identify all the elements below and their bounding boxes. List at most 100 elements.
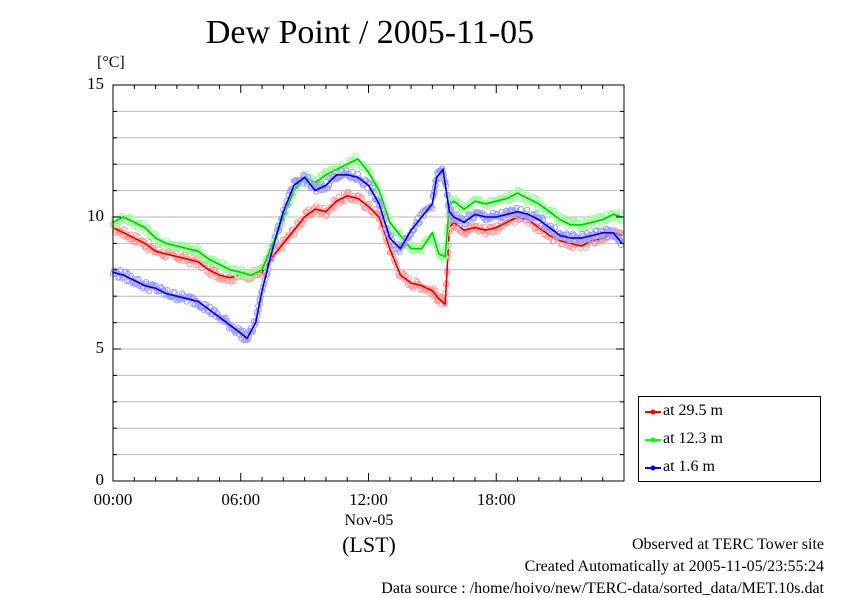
x-tick-label: 06:00: [221, 490, 261, 509]
data-point: [586, 236, 594, 244]
plot-frame: [112, 84, 625, 482]
data-point: [601, 233, 608, 240]
data-point: [142, 229, 150, 236]
data-point: [515, 186, 522, 193]
series-2: [109, 165, 625, 344]
data-point: [162, 254, 169, 261]
data-point: [150, 242, 157, 250]
footer-site: Observed at TERC Tower site: [631, 536, 824, 553]
data-point: [535, 196, 542, 203]
grid-lines: [113, 110, 624, 456]
data-point: [286, 232, 293, 240]
data-point: [341, 197, 349, 204]
legend-swatch-blue: [645, 465, 661, 471]
data-point: [121, 226, 128, 233]
data-point: [396, 248, 403, 255]
data-point: [135, 275, 142, 283]
data-point: [599, 212, 606, 219]
y-tick-label: 5: [95, 338, 105, 357]
legend-item-12-3m: at 12.3 m: [639, 428, 819, 450]
chart-title: Dew Point / 2005-11-05: [205, 14, 535, 51]
data-point: [366, 200, 373, 207]
data-point: [517, 205, 524, 213]
data-point: [576, 225, 583, 232]
data-point: [238, 265, 245, 272]
legend-swatch-red: [645, 409, 661, 415]
data-point: [304, 173, 311, 180]
data-point: [184, 249, 191, 256]
y-tick-label: 15: [87, 74, 104, 93]
data-point: [583, 216, 590, 223]
data-point: [140, 219, 147, 226]
data-point: [524, 206, 531, 213]
data-point: [513, 204, 520, 211]
legend-label: at 29.5 m: [663, 402, 723, 419]
data-point: [332, 169, 339, 176]
data-point: [397, 227, 404, 235]
data-point: [373, 196, 381, 204]
y-axis-unit: [°C]: [97, 54, 125, 71]
data-point: [554, 211, 562, 218]
series-line: [112, 157, 623, 276]
data-point: [463, 221, 470, 228]
data-point: [491, 229, 498, 236]
legend-item-29-5m: at 29.5 m: [639, 400, 819, 422]
y-tick-label: 0: [95, 470, 105, 489]
series-layer: [109, 153, 625, 344]
data-point: [551, 224, 558, 231]
legend-swatch-green: [645, 437, 661, 443]
data-point: [453, 211, 460, 218]
data-point: [532, 194, 539, 202]
data-point: [203, 259, 210, 266]
data-point: [299, 180, 306, 187]
x-tick-label: 12:00: [349, 490, 388, 509]
data-point: [552, 233, 559, 240]
footer-source: Data source : /home/hoivo/new/TERC-data/…: [381, 580, 824, 597]
data-point: [222, 314, 229, 322]
legend-item-1-6m: at 1.6 m: [639, 456, 819, 478]
x-tick-label: 00:00: [93, 490, 133, 509]
data-point: [603, 233, 611, 240]
data-point: [568, 217, 575, 224]
data-point: [515, 212, 522, 219]
data-point: [147, 230, 154, 237]
y-tick-label: 10: [87, 206, 104, 225]
data-point: [429, 205, 436, 212]
data-point: [557, 220, 564, 227]
data-point: [290, 231, 298, 238]
axis-ticks: [112, 84, 625, 482]
data-point: [488, 212, 496, 220]
x-axis-label: (LST): [342, 532, 396, 557]
data-point: [123, 277, 130, 285]
data-point: [331, 204, 338, 211]
data-point: [192, 262, 200, 269]
data-point: [132, 219, 139, 226]
legend: at 29.5 m at 12.3 m at 1.6 m: [638, 396, 821, 482]
data-point: [484, 204, 491, 211]
data-point: [569, 245, 577, 252]
data-point: [567, 236, 574, 243]
data-point: [349, 168, 356, 175]
data-point: [258, 273, 266, 280]
series-line: [112, 167, 623, 340]
x-tick-label: 18:00: [476, 490, 516, 509]
data-point: [593, 227, 600, 234]
footer-created: Created Automatically at 2005-11-05/23:5…: [524, 558, 824, 575]
data-point: [289, 184, 297, 192]
data-point: [563, 230, 570, 237]
series-1: [109, 153, 625, 283]
data-point: [366, 179, 373, 187]
date-label: Nov-05: [344, 512, 394, 529]
data-point: [617, 209, 624, 216]
data-point: [506, 197, 514, 204]
data-point: [170, 288, 177, 295]
data-point: [389, 242, 397, 249]
series-line: [112, 195, 623, 306]
legend-label: at 1.6 m: [663, 458, 715, 475]
data-point: [511, 219, 518, 226]
data-point: [450, 197, 457, 204]
data-point: [577, 238, 584, 246]
legend-label: at 12.3 m: [663, 430, 723, 447]
data-point: [195, 244, 202, 251]
